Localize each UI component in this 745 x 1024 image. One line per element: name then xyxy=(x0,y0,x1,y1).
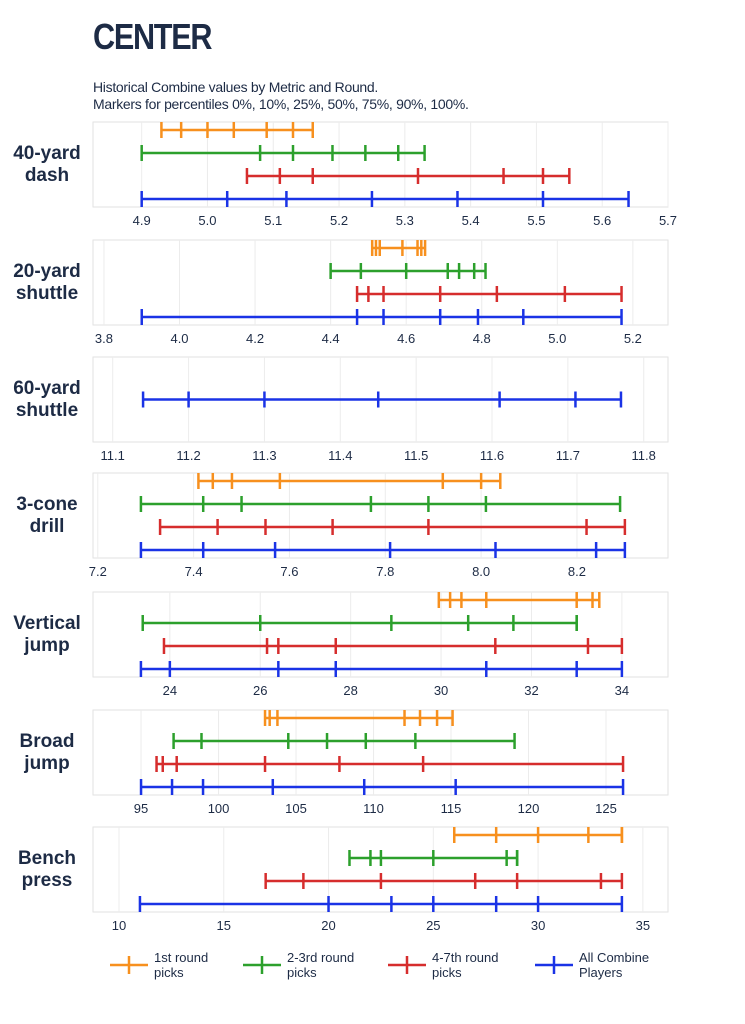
x-tick-label: 110 xyxy=(363,801,384,816)
plot-frame xyxy=(92,826,669,913)
plot-frame xyxy=(92,591,669,678)
x-tick-label: 100 xyxy=(208,801,230,816)
x-tick-label: 4.4 xyxy=(322,331,340,346)
x-tick-label: 115 xyxy=(441,801,462,816)
subtitle: Historical Combine values by Metric and … xyxy=(93,79,378,95)
x-tick-label: 11.7 xyxy=(556,448,580,463)
x-tick-label: 10 xyxy=(112,918,126,933)
x-tick-label: 7.2 xyxy=(89,564,107,579)
x-tick-label: 30 xyxy=(531,918,545,933)
x-tick-label: 5.3 xyxy=(396,213,414,228)
x-tick-label: 95 xyxy=(134,801,148,816)
panel-label: 3-cone drill xyxy=(16,493,78,537)
x-tick-label: 5.7 xyxy=(659,213,677,228)
legend-label: 2-3rd round picks xyxy=(287,950,355,980)
x-tick-label: 24 xyxy=(163,683,177,698)
x-tick-label: 4.9 xyxy=(133,213,151,228)
plot-frame xyxy=(92,472,669,559)
x-tick-label: 11.3 xyxy=(252,448,276,463)
x-tick-label: 11.4 xyxy=(328,448,352,463)
x-tick-label: 105 xyxy=(285,801,307,816)
x-tick-label: 8.2 xyxy=(568,564,586,579)
x-tick-label: 7.8 xyxy=(376,564,394,579)
legend-label: 1st round picks xyxy=(154,950,209,980)
x-tick-label: 5.0 xyxy=(198,213,216,228)
x-tick-label: 5.5 xyxy=(527,213,545,228)
legend-label: All Combine Players xyxy=(579,950,650,980)
x-tick-label: 5.6 xyxy=(593,213,611,228)
panel-label: Bench press xyxy=(17,847,77,891)
page-title: CENTER xyxy=(93,16,212,57)
x-tick-label: 35 xyxy=(636,918,650,933)
x-tick-label: 11.8 xyxy=(632,448,656,463)
x-tick-label: 34 xyxy=(615,683,629,698)
subtitle: Markers for percentiles 0%, 10%, 25%, 50… xyxy=(93,96,469,112)
x-tick-label: 4.8 xyxy=(473,331,491,346)
x-tick-label: 125 xyxy=(595,801,617,816)
x-tick-label: 7.4 xyxy=(185,564,203,579)
panel-label: 20-yard shuttle xyxy=(13,260,81,304)
x-tick-label: 5.0 xyxy=(548,331,566,346)
x-tick-label: 28 xyxy=(343,683,357,698)
x-tick-label: 4.0 xyxy=(170,331,188,346)
x-tick-label: 7.6 xyxy=(280,564,298,579)
x-tick-label: 11.1 xyxy=(101,448,125,463)
x-tick-label: 5.2 xyxy=(330,213,348,228)
panel-label: Broad jump xyxy=(19,730,75,774)
x-tick-label: 11.2 xyxy=(176,448,200,463)
x-tick-label: 8.0 xyxy=(472,564,490,579)
x-tick-label: 30 xyxy=(434,683,448,698)
plot-frame xyxy=(92,356,669,443)
panel-label: Vertical jump xyxy=(13,612,81,656)
x-tick-label: 11.5 xyxy=(404,448,428,463)
x-tick-label: 4.6 xyxy=(397,331,415,346)
x-tick-label: 26 xyxy=(253,683,267,698)
plot-frame xyxy=(92,709,669,796)
x-tick-label: 25 xyxy=(426,918,440,933)
x-tick-label: 5.4 xyxy=(462,213,480,228)
panel-label: 60-yard shuttle xyxy=(13,377,81,421)
x-tick-label: 120 xyxy=(518,801,540,816)
x-tick-label: 15 xyxy=(217,918,231,933)
x-tick-label: 5.1 xyxy=(264,213,282,228)
x-tick-label: 3.8 xyxy=(95,331,113,346)
x-tick-label: 4.2 xyxy=(246,331,264,346)
x-tick-label: 5.2 xyxy=(624,331,642,346)
panel-label: 40-yard dash xyxy=(13,142,81,186)
plot-frame xyxy=(92,121,669,208)
x-tick-label: 20 xyxy=(321,918,335,933)
x-tick-label: 32 xyxy=(524,683,538,698)
legend-label: 4-7th round picks xyxy=(432,950,499,980)
x-tick-label: 11.6 xyxy=(480,448,504,463)
